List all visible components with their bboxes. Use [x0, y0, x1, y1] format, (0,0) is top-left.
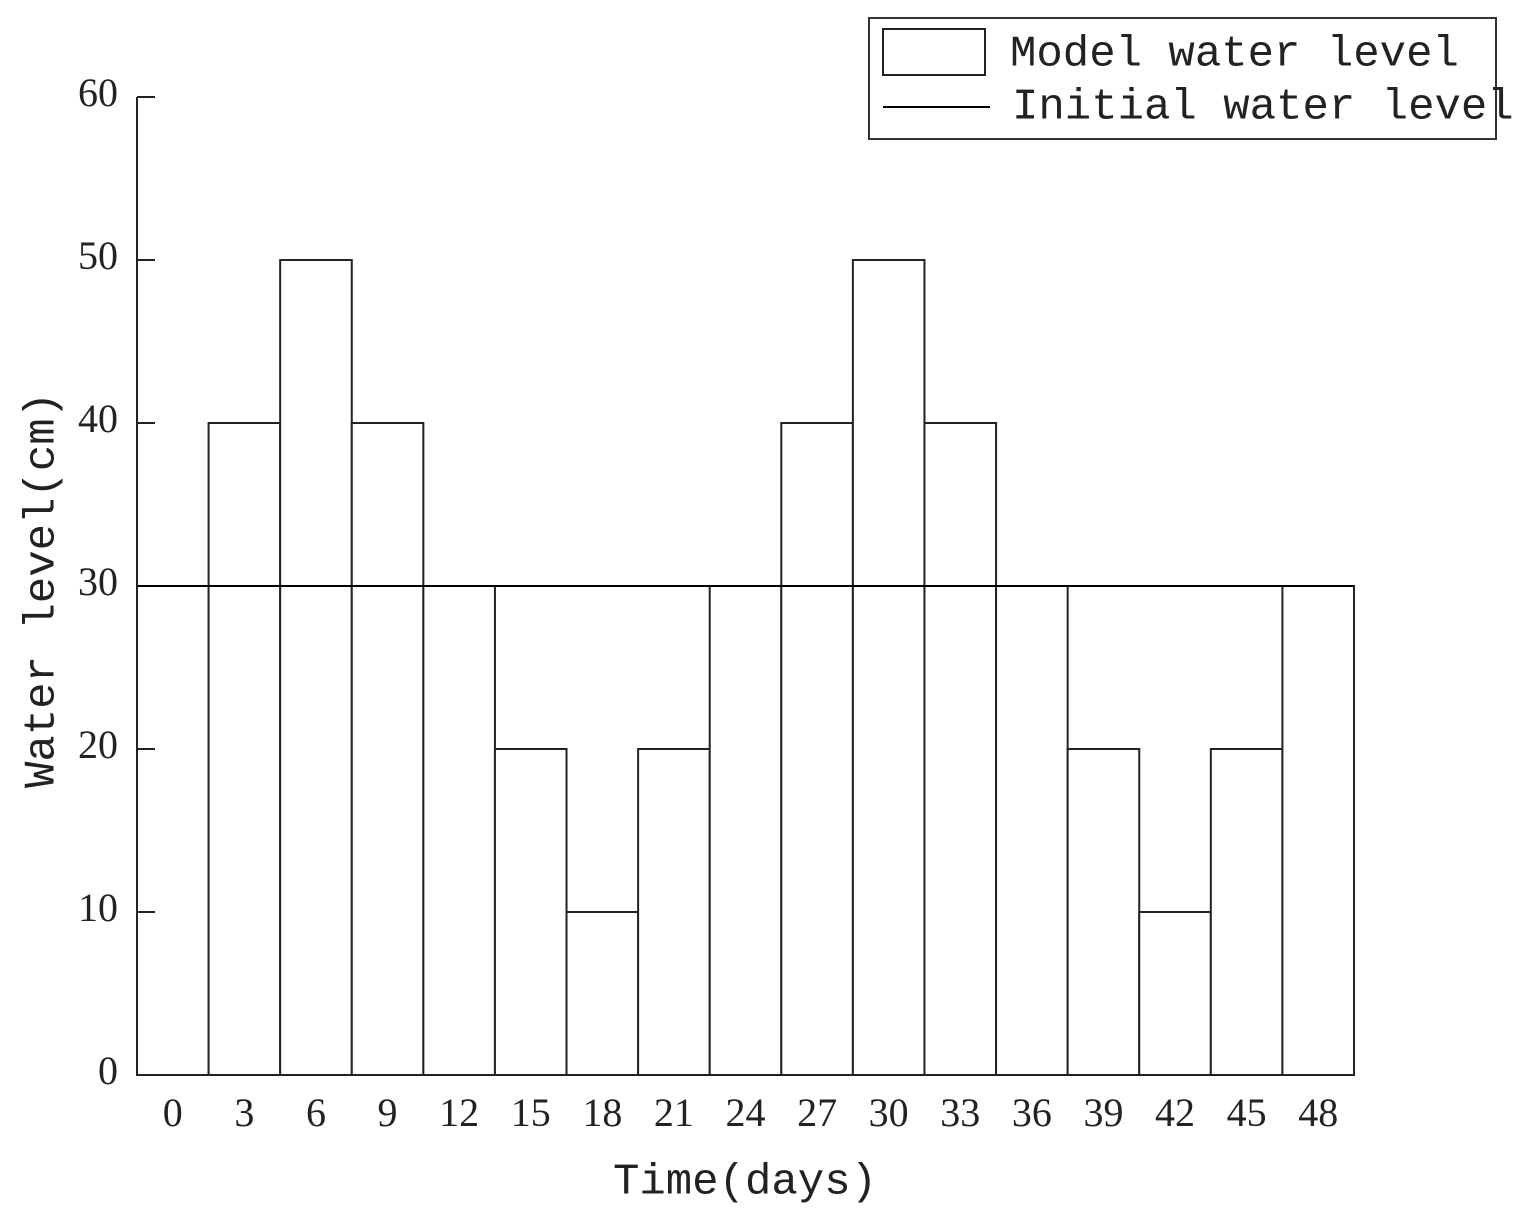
x-tick-label: 9: [378, 1090, 398, 1135]
legend-label: Initial water level: [1012, 83, 1514, 133]
x-tick-label: 18: [582, 1090, 622, 1135]
x-tick-label: 36: [1012, 1090, 1052, 1135]
bar: [350, 422, 425, 1076]
x-tick-label: 27: [797, 1090, 837, 1135]
bar: [1066, 748, 1141, 1076]
x-tick-label: 24: [726, 1090, 766, 1135]
bar: [1209, 748, 1284, 1076]
y-tick-label: 60: [78, 70, 118, 115]
bar: [780, 422, 854, 1076]
x-tick-label: 33: [940, 1090, 980, 1135]
bar: [995, 585, 1069, 1076]
x-tick-label: 42: [1155, 1090, 1195, 1135]
x-tick-label: 39: [1083, 1090, 1123, 1135]
bar: [1281, 585, 1355, 1076]
y-tick-label: 10: [78, 885, 118, 930]
y-tick-label: 0: [98, 1048, 118, 1093]
bar: [136, 585, 210, 1076]
bar: [1138, 911, 1212, 1076]
x-tick-label: 12: [439, 1090, 479, 1135]
x-tick-label: 3: [234, 1090, 254, 1135]
bar: [637, 748, 711, 1076]
y-tick-label: 30: [78, 559, 118, 604]
x-axis-label: Time(days): [613, 1158, 877, 1208]
bar: [851, 259, 926, 1076]
y-tick-label: 20: [78, 722, 118, 767]
x-tick-label: 0: [163, 1090, 183, 1135]
bar: [422, 585, 496, 1076]
x-tick-label: 21: [654, 1090, 694, 1135]
y-axis-label: Water level(cm): [18, 392, 68, 788]
y-tick-label: 40: [78, 396, 118, 441]
bar: [708, 585, 783, 1076]
x-tick-label: 48: [1298, 1090, 1338, 1135]
bar: [493, 748, 568, 1076]
x-tick-label: 15: [511, 1090, 551, 1135]
x-tick-label: 45: [1227, 1090, 1267, 1135]
legend-swatch: [882, 28, 986, 76]
x-tick-label: 30: [869, 1090, 909, 1135]
bar: [279, 259, 353, 1076]
y-tick-label: 50: [78, 233, 118, 278]
bar: [207, 422, 282, 1076]
bar: [923, 422, 998, 1076]
bar: [565, 911, 640, 1076]
legend-label: Model water level: [1010, 30, 1459, 80]
x-tick-label: 6: [306, 1090, 326, 1135]
